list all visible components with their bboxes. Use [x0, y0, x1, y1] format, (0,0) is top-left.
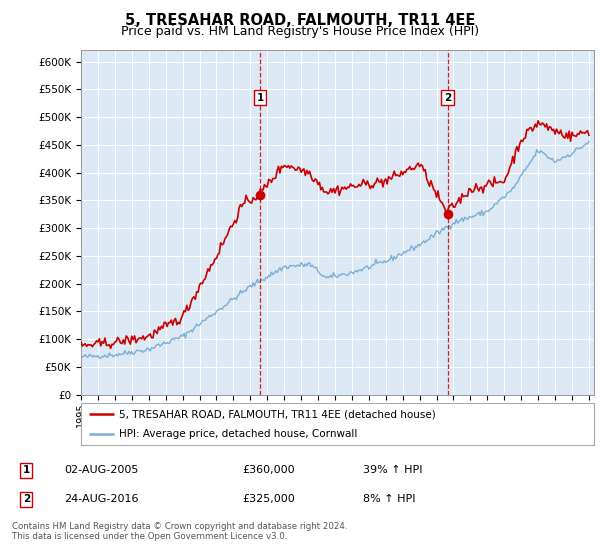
Text: 2: 2 — [444, 92, 451, 102]
Text: £325,000: £325,000 — [242, 494, 295, 505]
Text: 1: 1 — [23, 465, 30, 475]
Text: Price paid vs. HM Land Registry's House Price Index (HPI): Price paid vs. HM Land Registry's House … — [121, 25, 479, 38]
Text: £360,000: £360,000 — [242, 465, 295, 475]
Text: 39% ↑ HPI: 39% ↑ HPI — [364, 465, 423, 475]
Text: 02-AUG-2005: 02-AUG-2005 — [64, 465, 138, 475]
Text: 5, TRESAHAR ROAD, FALMOUTH, TR11 4EE: 5, TRESAHAR ROAD, FALMOUTH, TR11 4EE — [125, 13, 475, 29]
Text: 2: 2 — [23, 494, 30, 505]
Text: 1: 1 — [257, 92, 264, 102]
Text: 8% ↑ HPI: 8% ↑ HPI — [364, 494, 416, 505]
Text: 5, TRESAHAR ROAD, FALMOUTH, TR11 4EE (detached house): 5, TRESAHAR ROAD, FALMOUTH, TR11 4EE (de… — [119, 409, 436, 419]
Text: Contains HM Land Registry data © Crown copyright and database right 2024.
This d: Contains HM Land Registry data © Crown c… — [12, 522, 347, 542]
Text: 24-AUG-2016: 24-AUG-2016 — [64, 494, 139, 505]
Text: HPI: Average price, detached house, Cornwall: HPI: Average price, detached house, Corn… — [119, 429, 358, 438]
